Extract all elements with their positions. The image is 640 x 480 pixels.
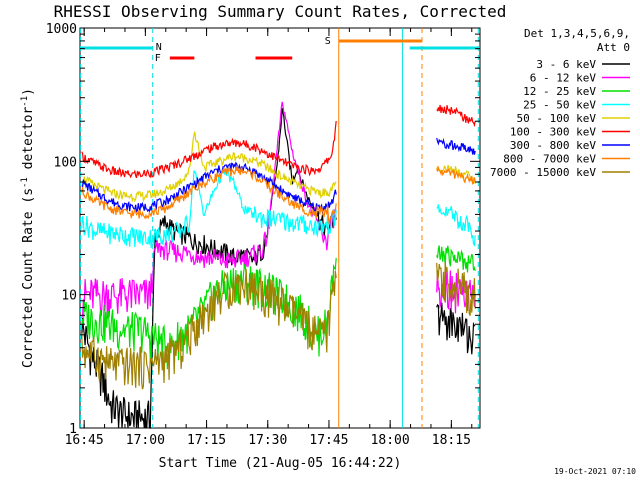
legend-entry-label: 25 - 50 keV — [523, 99, 596, 112]
x-axis: 16:45 17:00 17:15 17:30 17:45 18:00 18:15 — [65, 28, 473, 448]
x-tick-label: 16:45 — [65, 433, 104, 448]
legend-entry-label: 300 - 800 keV — [510, 139, 596, 152]
legend-header-attenuator: Att 0 — [597, 41, 630, 54]
x-axis-label: Start Time (21-Aug-05 16:44:22) — [159, 456, 402, 471]
x-tick-label: 17:45 — [309, 433, 348, 448]
series-line-part1 — [81, 167, 337, 249]
y-tick-label: 1000 — [46, 22, 77, 37]
series-line-part1 — [81, 120, 337, 179]
x-tick-label: 17:30 — [248, 433, 287, 448]
legend-entry-label: 800 - 7000 keV — [503, 153, 596, 166]
series-line-part1 — [81, 131, 337, 203]
series-line-part1 — [81, 107, 337, 429]
chart-title: RHESSI Observing Summary Count Rates, Co… — [54, 2, 507, 21]
series-line-part1 — [81, 101, 337, 319]
series-line-part2 — [436, 104, 476, 128]
y-axis: 1 10 100 1000 — [46, 22, 480, 437]
x-tick-label: 17:15 — [187, 433, 226, 448]
series-line-part2 — [436, 137, 476, 155]
series-line-part2 — [436, 204, 476, 247]
saa-marker: S — [325, 36, 331, 47]
series-line-part2 — [436, 262, 476, 316]
series-line-part2 — [436, 165, 476, 185]
plot-area: NF S — [79, 27, 481, 429]
y-axis-label: Corrected Count Rate (s-1 detector-1) — [20, 88, 36, 368]
y-tick-label: 1 — [69, 422, 77, 437]
legend-entry-label: 7000 - 15000 keV — [490, 166, 596, 179]
legend-entry-label: 12 - 25 keV — [523, 85, 596, 98]
legend-entry-label: 6 - 12 keV — [530, 72, 597, 85]
series-line-part1 — [81, 166, 337, 225]
generation-timestamp: 19-Oct-2021 07:10 — [554, 467, 636, 476]
x-tick-label: 18:15 — [432, 433, 471, 448]
series-line-part1 — [81, 269, 337, 390]
night-marker: N — [156, 42, 162, 53]
series-line-part2 — [436, 245, 476, 273]
series-line-part1 — [81, 161, 337, 215]
series-line-part2 — [436, 165, 476, 185]
legend-entry-label: 3 - 6 keV — [536, 58, 596, 71]
y-tick-label: 100 — [54, 155, 77, 170]
y-tick-label: 10 — [61, 289, 77, 304]
legend-entry-label: 50 - 100 keV — [517, 112, 597, 125]
flare-marker: F — [155, 53, 161, 64]
series-line-part2 — [436, 302, 476, 355]
legend-header-detectors: Det 1,3,4,5,6,9, — [524, 27, 630, 40]
legend-entry-label: 100 - 300 keV — [510, 126, 596, 139]
x-tick-label: 18:00 — [371, 433, 410, 448]
x-tick-label: 17:00 — [126, 433, 165, 448]
